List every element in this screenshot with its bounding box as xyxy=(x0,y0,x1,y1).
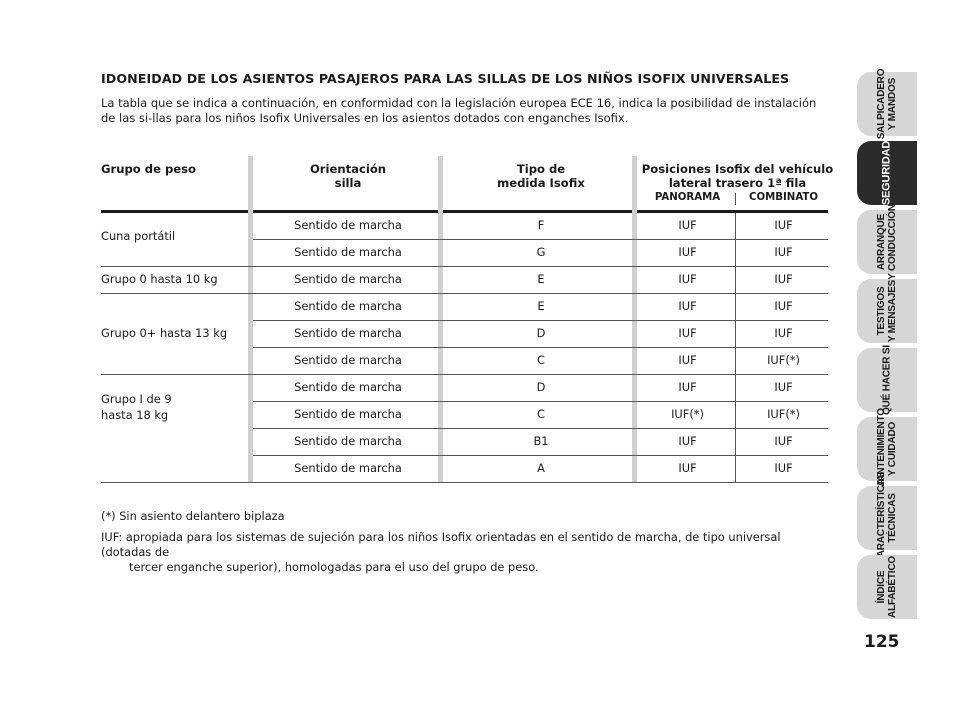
chapter-tab-label: ARRANQUE Y CONDUCCIÓN xyxy=(876,204,898,280)
row-divider xyxy=(253,239,828,240)
footnote: (*) Sin asiento delantero biplaza xyxy=(101,509,285,523)
row-divider xyxy=(253,455,828,456)
cell-combinato: IUF xyxy=(774,434,793,448)
cell-panorama: IUF(*) xyxy=(671,407,704,421)
row-divider xyxy=(101,266,828,267)
cell-combinato: IUF xyxy=(774,245,793,259)
header-group: Grupo de peso xyxy=(101,162,197,176)
chapter-tab[interactable]: TESTIGOS Y MENSAJES xyxy=(857,279,917,343)
chapter-tab-label: TESTIGOS Y MENSAJES xyxy=(876,279,898,343)
cell-orientation: Sentido de marcha xyxy=(294,380,402,394)
column-divider xyxy=(248,156,253,482)
row-divider xyxy=(253,347,828,348)
chapter-tab[interactable]: SALPICADERO Y MANDOS xyxy=(857,69,917,139)
cell-panorama: IUF xyxy=(678,218,697,232)
chapter-tab-label: ÍNDICE ALFABÉTICO xyxy=(876,556,898,618)
cell-combinato: IUF(*) xyxy=(767,353,800,367)
column-divider xyxy=(632,156,637,482)
cell-panorama: IUF xyxy=(678,299,697,313)
intro-paragraph: La tabla que se indica a continuación, e… xyxy=(101,96,817,125)
chapter-tab-label: QUÉ HACER SI xyxy=(881,345,893,415)
cell-orientation: Sentido de marcha xyxy=(294,326,402,340)
cell-isofix-type: A xyxy=(537,461,545,475)
group-label: Grupo I de 9 hasta 18 kg xyxy=(101,392,172,422)
chapter-tab[interactable]: CARACTERÍSTICAS TÉCNICAS xyxy=(857,472,917,564)
group-label: Grupo 0 hasta 10 kg xyxy=(101,272,218,286)
group-label: Cuna portátil xyxy=(101,229,176,243)
chapter-tab[interactable]: ARRANQUE Y CONDUCCIÓN xyxy=(857,204,917,280)
cell-panorama: IUF xyxy=(678,353,697,367)
cell-isofix-type: E xyxy=(537,272,545,286)
cell-isofix-type: C xyxy=(537,407,545,421)
row-divider xyxy=(101,293,828,294)
cell-isofix-type: E xyxy=(537,299,545,313)
cell-isofix-type: D xyxy=(536,380,546,394)
cell-orientation: Sentido de marcha xyxy=(294,299,402,313)
cell-panorama: IUF xyxy=(678,380,697,394)
header-rule xyxy=(101,210,828,213)
chapter-tab[interactable]: MANTENIMIENTO Y CUIDADO xyxy=(857,408,917,490)
cell-orientation: Sentido de marcha xyxy=(294,407,402,421)
cell-panorama: IUF xyxy=(678,245,697,259)
chapter-tab-label: SALPICADERO Y MANDOS xyxy=(876,68,898,140)
cell-orientation: Sentido de marcha xyxy=(294,353,402,367)
cell-isofix-type: B1 xyxy=(533,434,549,448)
cell-isofix-type: D xyxy=(536,326,546,340)
page-number: 125 xyxy=(864,632,900,652)
cell-combinato: IUF xyxy=(774,218,793,232)
cell-panorama: IUF xyxy=(678,272,697,286)
cell-panorama: IUF xyxy=(678,326,697,340)
section-title: IDONEIDAD DE LOS ASIENTOS PASAJEROS PARA… xyxy=(101,71,790,86)
chapter-tab-label: SEGURIDAD xyxy=(880,140,893,206)
column-divider xyxy=(438,156,443,482)
chapter-tab[interactable]: QUÉ HACER SI xyxy=(857,345,917,415)
row-divider xyxy=(253,320,828,321)
chapter-tab[interactable]: SEGURIDAD xyxy=(857,141,917,205)
cell-isofix-type: G xyxy=(536,245,546,259)
cell-combinato: IUF(*) xyxy=(767,407,800,421)
cell-combinato: IUF xyxy=(774,380,793,394)
cell-orientation: Sentido de marcha xyxy=(294,218,402,232)
cell-combinato: IUF xyxy=(774,272,793,286)
header-type: Tipo de medida Isofix xyxy=(497,162,585,190)
cell-orientation: Sentido de marcha xyxy=(294,461,402,475)
cell-orientation: Sentido de marcha xyxy=(294,245,402,259)
cell-panorama: IUF xyxy=(678,461,697,475)
cell-panorama: IUF xyxy=(678,434,697,448)
cell-combinato: IUF xyxy=(774,326,793,340)
chapter-tab[interactable]: ÍNDICE ALFABÉTICO xyxy=(857,555,917,619)
cell-combinato: IUF xyxy=(774,299,793,313)
cell-isofix-type: F xyxy=(537,218,545,232)
header-subcolumn-divider xyxy=(735,193,736,205)
row-divider xyxy=(253,401,828,402)
cell-orientation: Sentido de marcha xyxy=(294,434,402,448)
cell-orientation: Sentido de marcha xyxy=(294,272,402,286)
chapter-tab-label: CARACTERÍSTICAS TÉCNICAS xyxy=(876,471,898,565)
iuf-definition: IUF: apropiada para los sistemas de suje… xyxy=(101,530,781,574)
header-orientation: Orientación silla xyxy=(309,162,387,190)
header-positions: Posiciones Isofix del vehículo lateral tr… xyxy=(641,162,834,190)
cell-isofix-type: C xyxy=(537,353,545,367)
header-panorama: PANORAMA xyxy=(654,192,721,203)
cell-combinato: IUF xyxy=(774,461,793,475)
row-divider xyxy=(253,428,828,429)
row-divider xyxy=(101,482,828,483)
group-label: Grupo 0+ hasta 13 kg xyxy=(101,326,228,340)
row-divider xyxy=(101,374,828,375)
header-combinato: COMBINATO xyxy=(748,192,819,203)
